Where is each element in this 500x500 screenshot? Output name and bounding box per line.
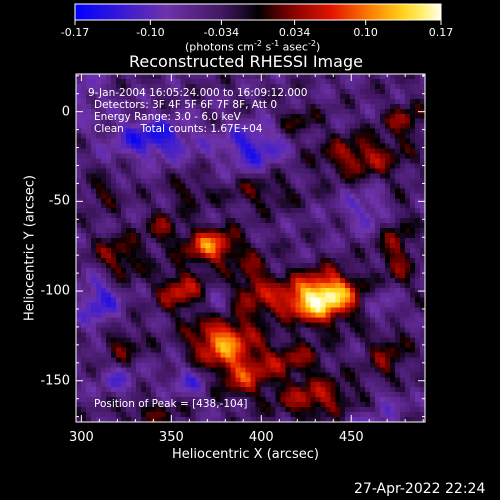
annotation-detectors: Detectors: 3F 4F 5F 6F 7F 8F, Att 0 [94, 99, 278, 111]
y-axis-label: Heliocentric Y (arcsec) [22, 175, 38, 321]
colorbar-tick-label: -0.034 [203, 26, 240, 39]
x-tick-label: 450 [338, 430, 364, 445]
colorbar-gradient [74, 3, 442, 21]
x-tick-label: 300 [68, 430, 94, 445]
colorbar-tick-label: 0.034 [278, 26, 311, 39]
annotation-time: 9-Jan-2004 16:05:24.000 to 16:09:12.000 [88, 87, 308, 99]
x-tick-label: 400 [248, 430, 274, 445]
y-tick-label: -100 [40, 283, 70, 299]
colorbar-unit-label: (photons cm-2 s-1 asec-2) [185, 39, 321, 54]
colorbar-tick-label: 0.10 [353, 26, 378, 39]
chart-title: Reconstructed RHESSI Image [129, 52, 363, 71]
y-tick-label: -50 [48, 193, 70, 209]
plot-border [75, 73, 426, 423]
annotation-energy: Energy Range: 3.0 - 6.0 keV [94, 111, 241, 123]
y-tick-label: 0 [61, 104, 70, 120]
x-axis-label: Heliocentric X (arcsec) [172, 447, 319, 462]
peak-position-label: Position of Peak = [438,-104] [94, 398, 248, 410]
x-tick-label: 350 [158, 430, 184, 445]
heatmap-image [76, 74, 425, 422]
colorbar-tick-label: -0.17 [60, 26, 90, 39]
colorbar-tick-label: -0.10 [136, 26, 165, 39]
annotation-clean: Clean Total counts: 1.67E+04 [94, 123, 263, 135]
datestamp: 27-Apr-2022 22:24 [354, 481, 486, 497]
colorbar-tick-label: 0.17 [428, 26, 454, 39]
y-tick-label: -150 [40, 373, 70, 389]
